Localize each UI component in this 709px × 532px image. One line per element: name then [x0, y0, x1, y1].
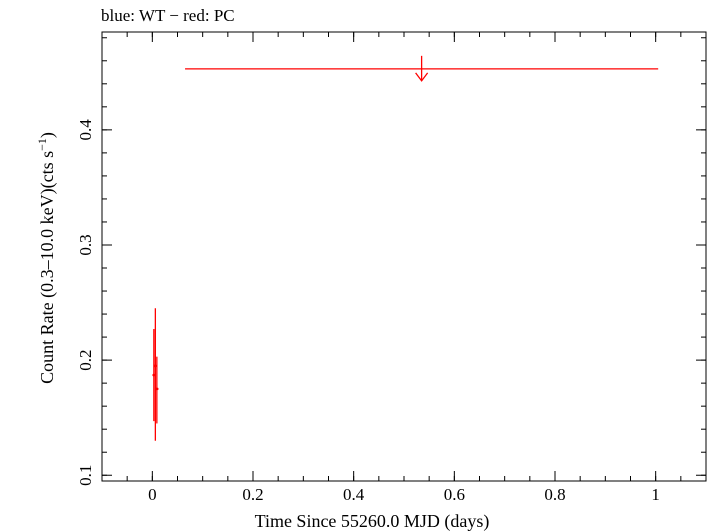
- x-tick-label: 0: [148, 485, 157, 504]
- data-point: [153, 364, 157, 368]
- y-axis-label-exponent: −1: [35, 138, 49, 151]
- axis-ticks: [101, 32, 707, 481]
- y-tick-label: 0.4: [76, 119, 95, 141]
- tick-labels: 0 0.2 0.4 0.6 0.8 1 0.1 0.2 0.3 0.4: [76, 119, 660, 504]
- y-axis-label: Count Rate (0.3–10.0 keV)(cts s−1): [35, 132, 58, 384]
- plot-border: [101, 31, 707, 482]
- x-tick-label: 0.8: [544, 485, 565, 504]
- x-tick-label: 0.2: [242, 485, 263, 504]
- x-axis-label: Time Since 55260.0 MJD (days): [255, 511, 490, 532]
- data-point: [155, 387, 159, 391]
- x-tick-label: 0.6: [444, 485, 465, 504]
- y-axis-label-main: Count Rate (0.3–10.0 keV)(cts s: [37, 151, 58, 384]
- y-tick-label: 0.1: [76, 465, 95, 486]
- upper-limit-arrow-head: [415, 72, 429, 82]
- chart-title: blue: WT − red: PC: [101, 6, 235, 25]
- y-tick-label: 0.2: [76, 349, 95, 370]
- data-marks: [152, 55, 659, 441]
- series-pc: [152, 55, 659, 441]
- plot-frame: [101, 31, 707, 482]
- x-tick-label: 0.4: [343, 485, 365, 504]
- y-tick-label: 0.3: [76, 234, 95, 255]
- y-axis-label-close: ): [37, 132, 58, 138]
- data-point: [152, 373, 156, 377]
- x-tick-label: 1: [651, 485, 660, 504]
